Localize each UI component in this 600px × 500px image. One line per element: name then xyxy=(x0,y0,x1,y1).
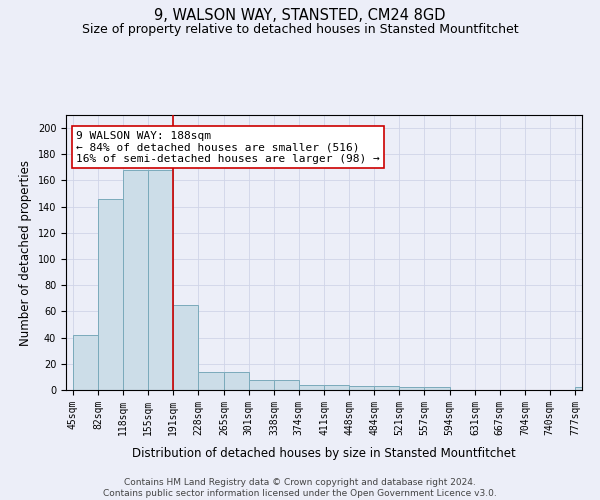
Y-axis label: Number of detached properties: Number of detached properties xyxy=(19,160,32,346)
Bar xyxy=(248,380,274,390)
Text: 9 WALSON WAY: 188sqm
← 84% of detached houses are smaller (516)
16% of semi-deta: 9 WALSON WAY: 188sqm ← 84% of detached h… xyxy=(76,130,380,164)
Text: Distribution of detached houses by size in Stansted Mountfitchet: Distribution of detached houses by size … xyxy=(132,448,516,460)
Bar xyxy=(424,388,449,390)
Text: Contains HM Land Registry data © Crown copyright and database right 2024.
Contai: Contains HM Land Registry data © Crown c… xyxy=(103,478,497,498)
Bar xyxy=(349,386,374,390)
Text: Size of property relative to detached houses in Stansted Mountfitchet: Size of property relative to detached ho… xyxy=(82,22,518,36)
Bar xyxy=(274,380,299,390)
Bar xyxy=(148,170,173,390)
Bar xyxy=(173,305,199,390)
Bar xyxy=(98,199,123,390)
Text: 9, WALSON WAY, STANSTED, CM24 8GD: 9, WALSON WAY, STANSTED, CM24 8GD xyxy=(154,8,446,22)
Bar xyxy=(123,170,148,390)
Bar xyxy=(324,385,349,390)
Bar xyxy=(224,372,248,390)
Bar xyxy=(299,385,324,390)
Bar xyxy=(400,388,424,390)
Bar xyxy=(199,372,224,390)
Bar xyxy=(374,386,400,390)
Bar xyxy=(575,388,600,390)
Bar xyxy=(73,335,98,390)
